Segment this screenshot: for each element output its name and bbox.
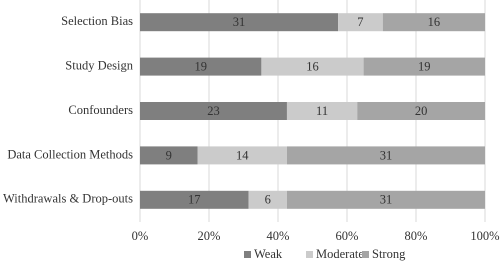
bar-segment: [357, 102, 485, 120]
data-label: 11: [316, 104, 328, 118]
legend-label: Moderate: [316, 247, 364, 261]
y-tick-label: Confounders: [68, 103, 133, 117]
bar-segment: [140, 102, 287, 120]
bar-segment: [382, 13, 485, 32]
data-label: 9: [166, 148, 172, 162]
bar-segment: [286, 190, 485, 209]
bar-segment: [140, 13, 339, 32]
y-tick-label: Data Collection Methods: [7, 147, 133, 161]
data-label: 23: [207, 104, 220, 118]
data-label: 19: [418, 59, 431, 73]
bar-segment: [197, 146, 287, 165]
x-tick-label: 20%: [198, 229, 221, 243]
data-label: 16: [306, 59, 319, 73]
data-label: 19: [194, 59, 207, 73]
legend-swatch: [362, 251, 369, 258]
data-label: 31: [380, 193, 393, 207]
x-tick-label: 0%: [132, 229, 149, 243]
x-tick-label: 60%: [336, 229, 359, 243]
legend-label: Strong: [372, 247, 406, 261]
bar-segment: [261, 57, 364, 76]
data-label: 31: [380, 148, 393, 162]
bar-segment: [140, 146, 198, 165]
bar-segment: [363, 57, 485, 76]
bar-segment: [286, 102, 358, 120]
y-tick-label: Withdrawals & Drop-outs: [3, 192, 133, 206]
bar-segment: [286, 146, 485, 165]
legend-swatch: [244, 251, 251, 258]
data-label: 17: [188, 193, 201, 207]
y-tick-label: Selection Bias: [61, 14, 133, 28]
data-label: 20: [415, 104, 428, 118]
legend-label: Weak: [254, 247, 283, 261]
bar-segment: [248, 190, 287, 209]
x-tick-label: 80%: [405, 229, 428, 243]
data-label: 14: [236, 148, 249, 162]
y-tick-label: Study Design: [65, 58, 133, 72]
bar-segment: [338, 13, 383, 32]
data-label: 6: [265, 193, 271, 207]
legend-swatch: [306, 251, 313, 258]
data-label: 31: [233, 15, 246, 29]
data-label: 16: [428, 15, 441, 29]
x-tick-label: 100%: [470, 229, 499, 243]
data-label: 7: [357, 15, 363, 29]
x-tick-label: 40%: [267, 229, 290, 243]
bar-segment: [140, 190, 249, 209]
bar-segment: [140, 57, 262, 76]
